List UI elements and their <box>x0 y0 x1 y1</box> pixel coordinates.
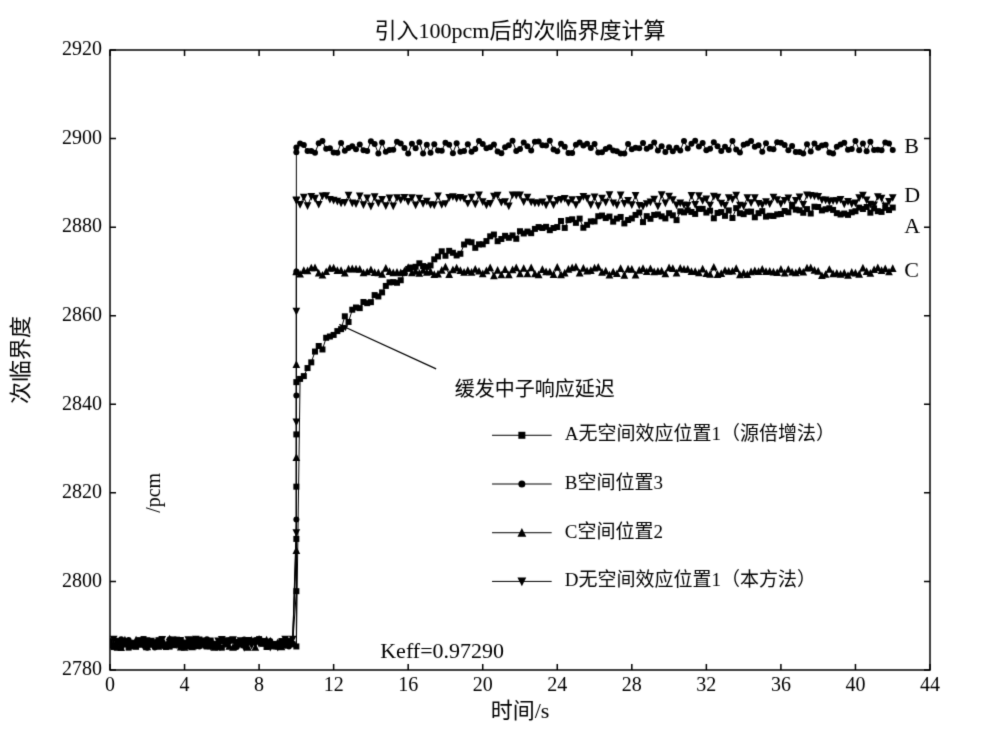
chart-container <box>0 0 1000 748</box>
subcriticality-chart <box>0 0 1000 748</box>
